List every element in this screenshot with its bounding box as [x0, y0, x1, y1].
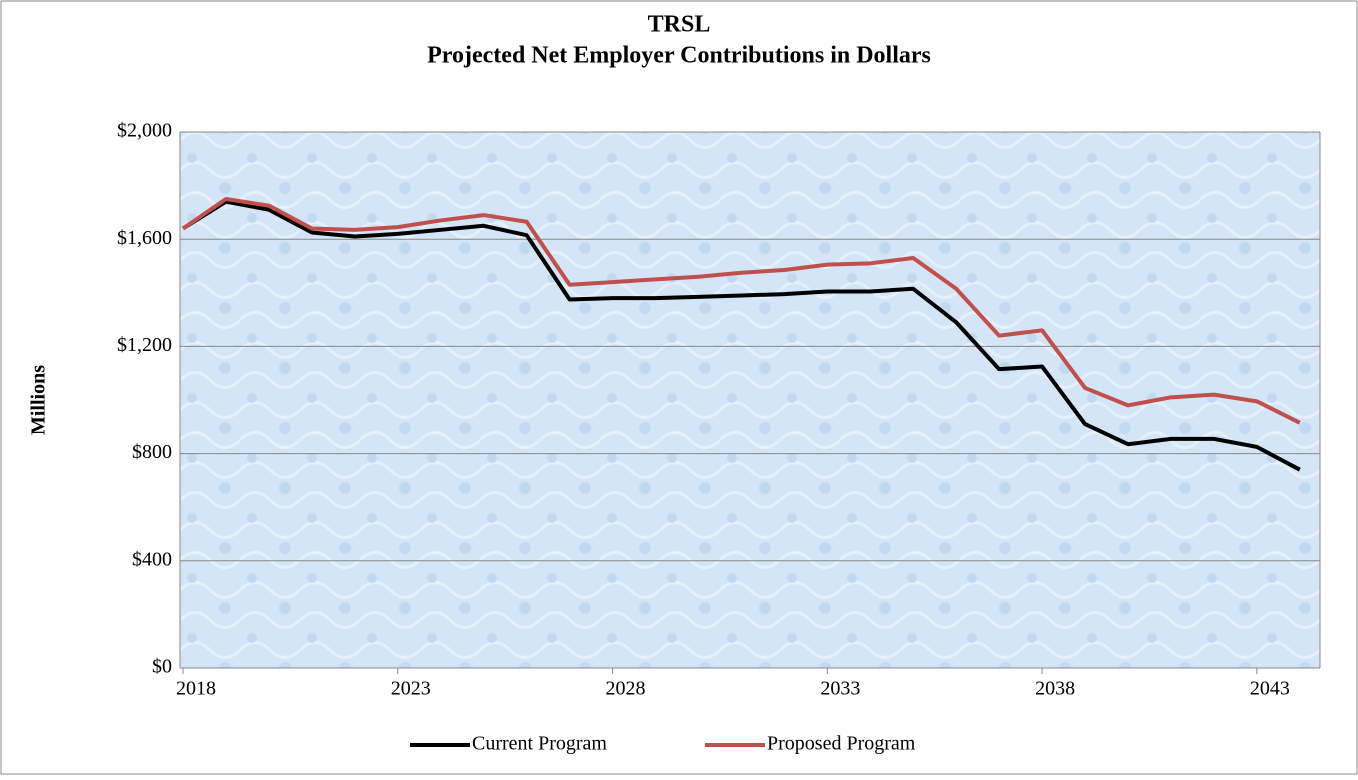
- x-tick-label: 2018: [176, 678, 216, 700]
- y-tick-label: $800: [132, 441, 172, 463]
- y-tick-label: $400: [132, 548, 172, 570]
- y-axis-label: Millions: [28, 365, 50, 435]
- y-tick-label: $1,200: [117, 334, 172, 356]
- x-tick-label: 2028: [606, 678, 646, 700]
- y-tick-label: $1,600: [117, 227, 172, 249]
- x-tick-label: 2033: [820, 678, 860, 700]
- x-tick-label: 2023: [391, 678, 431, 700]
- x-tick-label: 2043: [1250, 678, 1290, 700]
- x-tick-label: 2038: [1035, 678, 1075, 700]
- legend-label: Proposed Program: [767, 733, 916, 755]
- series-line: [181, 197, 1301, 425]
- y-tick-label: $2,000: [117, 120, 172, 142]
- legend-label: Current Program: [472, 733, 607, 755]
- chart-title: TRSL: [648, 12, 711, 38]
- chart-subtitle: Projected Net Employer Contributions in …: [427, 43, 931, 69]
- y-tick-label: $0: [152, 656, 172, 678]
- series-line: [181, 199, 1301, 472]
- plot-area: [180, 132, 1320, 668]
